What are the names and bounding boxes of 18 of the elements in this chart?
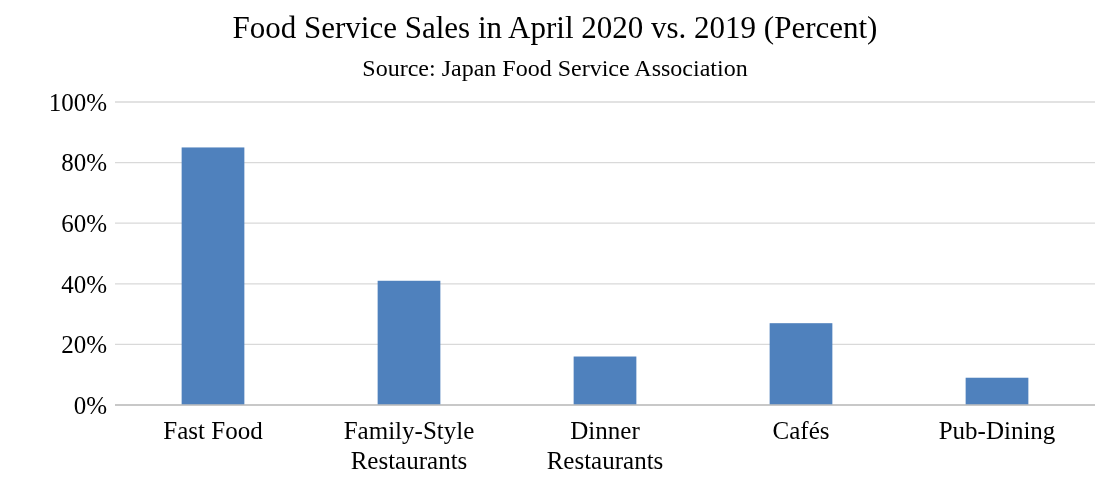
bar <box>573 356 637 405</box>
x-tick-label: Pub-Dining <box>938 417 1056 444</box>
x-tick-label: Family-Style Restaurants <box>343 417 475 474</box>
y-tick-label: 20% <box>61 331 107 359</box>
bar <box>769 323 833 405</box>
x-tick-label: Dinner Restaurants <box>546 417 664 474</box>
bar <box>181 147 245 405</box>
y-tick-label: 40% <box>61 270 107 298</box>
x-tick-label: Cafés <box>772 417 830 444</box>
y-tick-label: 0% <box>73 391 107 419</box>
chart-subtitle: Source: Japan Food Service Association <box>362 55 748 81</box>
bar <box>965 377 1029 405</box>
y-tick-label: 100% <box>48 88 107 116</box>
y-tick-label: 60% <box>61 209 107 237</box>
bar <box>377 280 441 405</box>
y-tick-label: 80% <box>61 149 107 177</box>
chart-title: Food Service Sales in April 2020 vs. 2019 (Percent) <box>232 10 878 45</box>
x-tick-label: Fast Food <box>163 417 264 444</box>
